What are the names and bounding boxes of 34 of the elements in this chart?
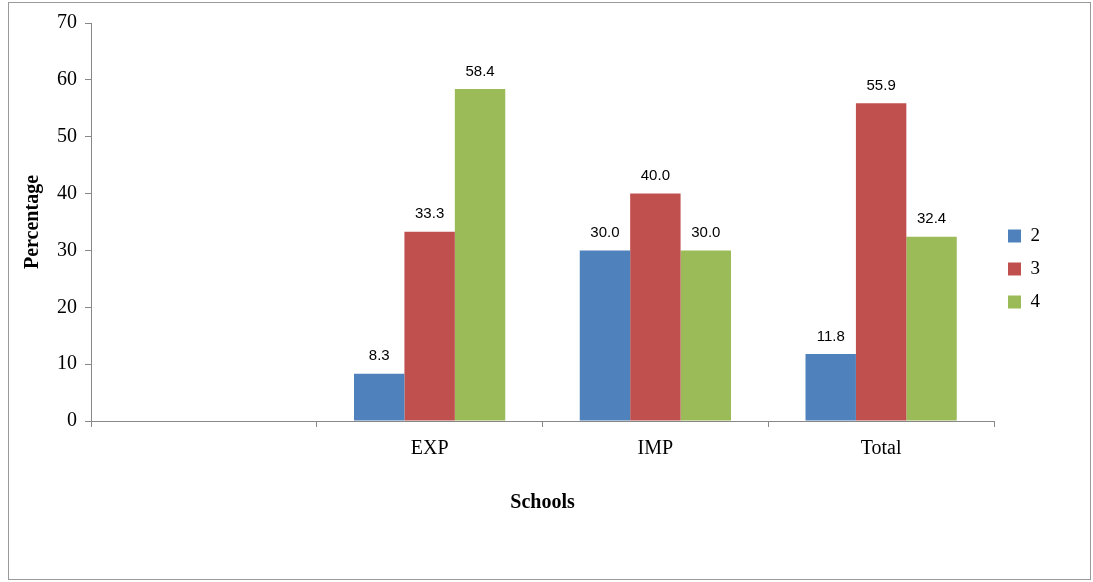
bar bbox=[630, 193, 681, 421]
data-label: 40.0 bbox=[640, 166, 670, 184]
bar bbox=[680, 250, 731, 421]
y-tick-label: 30 bbox=[57, 237, 77, 260]
legend-label: 3 bbox=[1030, 256, 1040, 278]
y-tick-label: 0 bbox=[67, 408, 77, 431]
data-label: 33.3 bbox=[415, 204, 445, 222]
legend-label: 2 bbox=[1030, 223, 1040, 245]
bar bbox=[454, 88, 506, 421]
data-label: 11.8 bbox=[816, 326, 845, 344]
bar bbox=[906, 236, 957, 421]
x-tick-label: IMP bbox=[637, 436, 674, 459]
bar bbox=[404, 231, 455, 421]
y-tick-label: 50 bbox=[57, 123, 77, 146]
bar bbox=[855, 103, 907, 421]
data-label: 30.0 bbox=[691, 223, 721, 241]
bar bbox=[579, 250, 631, 421]
y-tick-label: 70 bbox=[57, 10, 77, 33]
x-axis-title: Schools bbox=[510, 490, 575, 513]
bar bbox=[354, 373, 405, 421]
bar bbox=[805, 353, 856, 421]
data-label: 32.4 bbox=[916, 209, 947, 227]
y-axis-title: Percentage bbox=[20, 174, 44, 270]
x-tick-label: EXP bbox=[410, 436, 449, 459]
y-tick-label: 60 bbox=[57, 67, 77, 90]
y-tick-label: 20 bbox=[57, 294, 77, 317]
data-label: 30.0 bbox=[590, 223, 620, 241]
y-tick-label: 10 bbox=[57, 351, 77, 374]
legend-label: 4 bbox=[1030, 289, 1041, 311]
x-tick-label: Total bbox=[860, 436, 902, 459]
data-label: 58.4 bbox=[465, 61, 495, 79]
data-label: 55.9 bbox=[866, 75, 896, 93]
y-tick-label: 40 bbox=[57, 180, 77, 203]
data-label: 8.3 bbox=[368, 346, 390, 364]
